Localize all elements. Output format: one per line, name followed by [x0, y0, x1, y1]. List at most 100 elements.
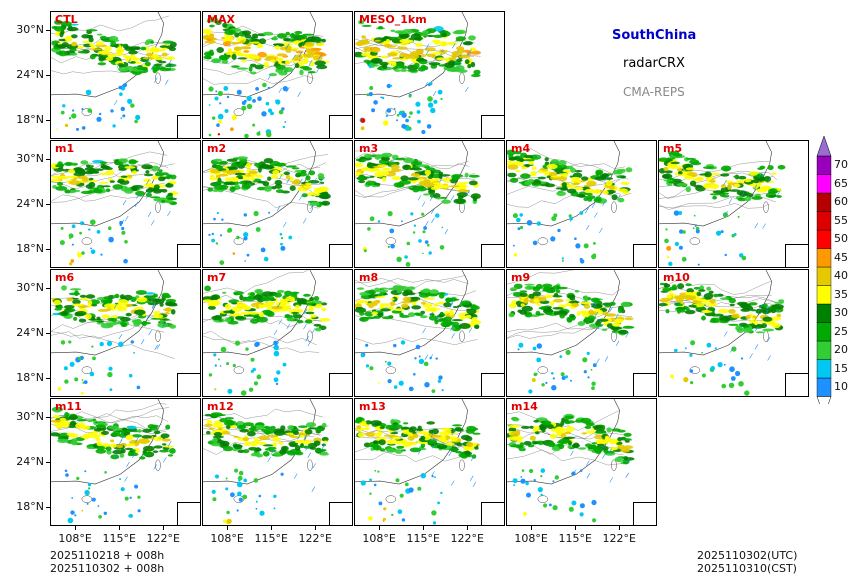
radar-echo	[119, 453, 125, 458]
radar-echo	[416, 186, 427, 192]
radar-echo	[724, 211, 728, 217]
radar-echo	[227, 388, 233, 394]
radar-echo	[518, 158, 525, 163]
radar-echo	[267, 456, 271, 463]
radar-echo	[508, 436, 518, 440]
radar-echo	[717, 308, 730, 314]
radar-echo	[277, 302, 281, 308]
panel-label: m1	[55, 142, 75, 155]
radar-echo	[697, 263, 700, 266]
radar-echo	[314, 449, 326, 453]
panel-label: m7	[207, 271, 227, 284]
radar-echo	[753, 184, 758, 190]
radar-echo	[592, 518, 597, 523]
radar-echo	[423, 361, 429, 367]
radar-echo	[426, 439, 438, 445]
radar-echo	[59, 240, 65, 246]
radar-echo	[428, 83, 431, 87]
south-china-sea-inset	[481, 244, 504, 267]
panel-label: m6	[55, 271, 75, 284]
radar-echo	[563, 436, 576, 439]
radar-echo	[378, 436, 386, 441]
radar-echo	[64, 162, 73, 166]
radar-echo	[540, 171, 552, 174]
radar-echo	[611, 194, 618, 201]
radar-echo	[395, 157, 406, 161]
radar-echo	[69, 308, 76, 312]
hainan-outline	[81, 108, 93, 116]
radar-echo	[208, 33, 214, 38]
radar-echo	[297, 434, 305, 438]
radar-echo	[136, 193, 140, 199]
radar-echo	[401, 123, 407, 129]
radar-echo	[53, 299, 61, 306]
radar-echo	[570, 379, 572, 382]
radar-echo	[277, 441, 284, 445]
radar-echo	[723, 331, 728, 337]
radar-echo	[207, 16, 219, 23]
radar-echo	[434, 319, 446, 322]
radar-echo	[470, 50, 481, 55]
radar-echo	[617, 444, 625, 450]
radar-echo	[709, 193, 721, 196]
radar-echo	[56, 128, 59, 130]
radar-echo	[507, 164, 519, 170]
radar-echo	[282, 125, 285, 129]
province-border	[355, 337, 478, 345]
radar-echo	[415, 42, 423, 47]
radar-echo	[229, 186, 236, 193]
radar-echo	[765, 305, 770, 311]
radar-echo	[150, 64, 155, 70]
radar-echo	[471, 73, 481, 78]
hainan-outline	[537, 366, 549, 374]
radar-echo	[610, 325, 620, 331]
radar-echo	[305, 422, 317, 428]
radar-echo	[230, 177, 240, 182]
radar-echo	[307, 452, 312, 458]
radar-echo	[70, 259, 75, 263]
south-china-sea-inset	[633, 373, 656, 396]
radar-echo	[275, 189, 284, 194]
panel-label: m11	[55, 400, 82, 413]
radar-echo	[620, 168, 626, 173]
radar-echo	[432, 182, 442, 185]
radar-echo	[755, 331, 765, 334]
radar-echo	[355, 300, 367, 304]
radar-echo	[762, 316, 773, 322]
radar-echo	[65, 473, 69, 477]
radar-echo	[71, 113, 77, 119]
radar-echo	[737, 215, 740, 218]
radar-echo	[97, 505, 100, 507]
radar-echo	[267, 74, 272, 80]
radar-echo	[745, 314, 751, 320]
radar-echo	[536, 343, 542, 349]
radar-echo	[677, 283, 685, 290]
radar-echo	[123, 258, 128, 264]
panel-label: CTL	[55, 13, 78, 26]
radar-echo	[244, 183, 251, 190]
radar-echo	[552, 377, 555, 380]
radar-echo	[224, 317, 232, 323]
radar-echo	[236, 303, 248, 308]
colorbar-level-label: 55	[834, 213, 848, 227]
province-border	[659, 189, 777, 203]
radar-echo	[218, 120, 222, 124]
radar-echo	[254, 424, 264, 429]
radar-echo	[135, 318, 142, 325]
radar-echo	[273, 494, 277, 498]
radar-echo	[743, 325, 750, 328]
radar-echo	[418, 358, 425, 365]
radar-echo	[531, 166, 537, 170]
radar-echo	[428, 251, 432, 255]
radar-echo	[224, 303, 232, 310]
radar-echo	[318, 54, 322, 60]
radar-echo	[586, 473, 591, 479]
radar-echo	[569, 167, 576, 173]
x-tick-mark	[227, 526, 229, 530]
radar-echo	[387, 245, 390, 248]
radar-echo	[611, 428, 621, 432]
x-tick-mark	[271, 526, 273, 530]
panel-label: m12	[207, 400, 234, 413]
south-china-sea-inset	[329, 373, 352, 396]
radar-echo	[524, 154, 534, 159]
